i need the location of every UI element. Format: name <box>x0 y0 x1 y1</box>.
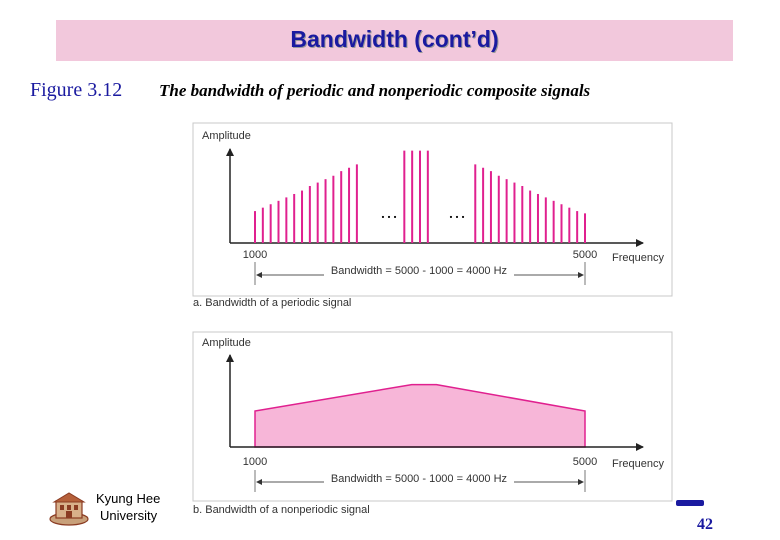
nonperiodic-bandwidth-text: Bandwidth = 5000 - 1000 = 4000 Hz <box>331 473 507 485</box>
nonperiodic-start-label: 1000 <box>243 456 267 468</box>
periodic-bandwidth-label-bg <box>324 263 514 277</box>
periodic-bandwidth-text: Bandwidth = 5000 - 1000 = 4000 Hz <box>331 265 507 277</box>
figure-caption: The bandwidth of periodic and nonperiodi… <box>159 81 591 100</box>
nonperiodic-caption: b. Bandwidth of a nonperiodic signal <box>193 504 370 516</box>
periodic-start-label: 1000 <box>243 249 267 261</box>
nonperiodic-end-label: 5000 <box>573 456 597 468</box>
periodic-ellipsis-right: … <box>448 202 466 222</box>
university-name-line2: University <box>100 508 158 523</box>
periodic-end-label: 5000 <box>573 249 597 261</box>
university-name-line1: Kyung Hee <box>96 491 161 506</box>
university-seal-icon <box>49 492 89 526</box>
periodic-ellipsis-left: … <box>380 202 398 222</box>
periodic-y-label: Amplitude <box>202 130 251 142</box>
periodic-spectrum-lines <box>254 150 586 243</box>
page-number: 42 <box>697 516 713 533</box>
figure-label: Figure 3.12 <box>30 79 123 101</box>
footer-accent-bar <box>676 500 704 506</box>
periodic-x-label: Frequency <box>612 252 664 264</box>
slide-title: Bandwidth (cont’d) <box>290 26 499 52</box>
periodic-caption: a. Bandwidth of a periodic signal <box>193 297 351 309</box>
title-bar: Bandwidth (cont’d) <box>56 20 733 61</box>
nonperiodic-x-label: Frequency <box>612 458 664 470</box>
nonperiodic-y-label: Amplitude <box>202 337 251 349</box>
nonperiodic-bandwidth-label-bg <box>324 471 514 485</box>
